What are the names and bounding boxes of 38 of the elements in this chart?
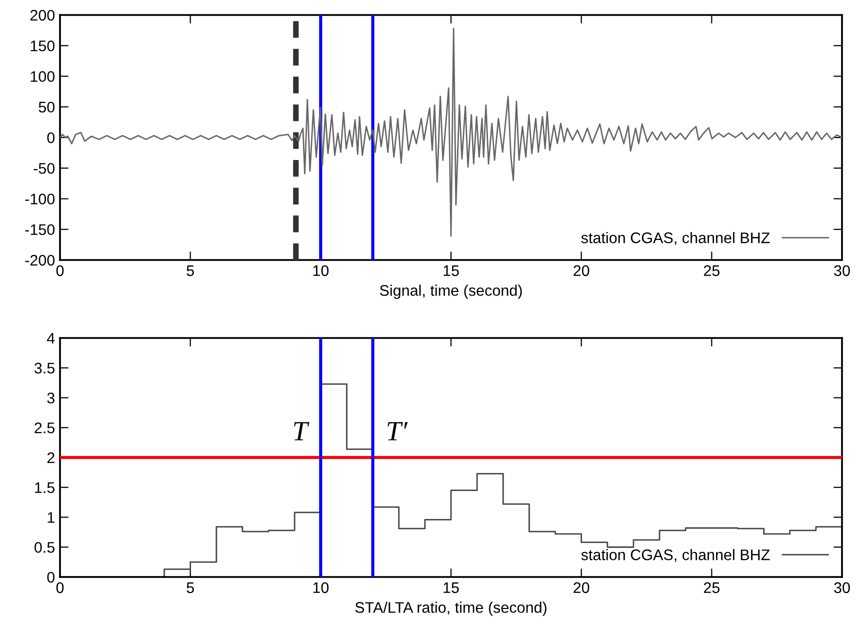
y-tick-label: 150 xyxy=(30,40,55,52)
y-tick-label: 0 xyxy=(47,572,55,583)
x-tick-label: 30 xyxy=(834,582,850,594)
x-tick-label: 15 xyxy=(444,265,459,276)
y-tick-label: 2 xyxy=(47,452,54,464)
legend-label: station CGAS, channel BHZ xyxy=(581,549,770,562)
x-tick-label: 20 xyxy=(574,265,590,276)
x-axis-title: Signal, time (second) xyxy=(380,284,522,299)
y-tick-label: -200 xyxy=(25,254,55,266)
x-tick-label: 15 xyxy=(444,582,459,594)
x-tick-label: 20 xyxy=(574,582,590,594)
x-tick-label: 10 xyxy=(313,265,329,276)
y-tick-label: 1 xyxy=(48,512,54,523)
y-tick-label: -100 xyxy=(25,194,55,204)
y-tick-label: 0 xyxy=(47,132,55,144)
y-tick-label: 200 xyxy=(30,10,55,21)
annotation: T′ xyxy=(388,422,408,440)
x-tick-label: 0 xyxy=(56,265,64,276)
y-tick-label: 100 xyxy=(30,71,55,82)
y-tick-label: 0.5 xyxy=(34,542,54,553)
y-tick-label: 3.5 xyxy=(34,362,54,374)
x-tick-label: 10 xyxy=(313,582,329,594)
x-tick-label: 30 xyxy=(834,265,850,276)
y-tick-label: 2.5 xyxy=(34,422,54,434)
legend-label: station CGAS, channel BHZ xyxy=(581,232,770,246)
y-tick-label: -50 xyxy=(34,162,55,174)
y-tick-label: -150 xyxy=(25,224,55,236)
x-tick-label: 5 xyxy=(186,582,194,594)
x-tick-label: 25 xyxy=(704,265,720,276)
annotation: T xyxy=(294,422,310,440)
x-tick-label: 5 xyxy=(186,265,194,276)
y-tick-label: 4 xyxy=(46,333,55,344)
x-tick-label: 25 xyxy=(704,582,720,594)
x-axis-title: STA/LTA ratio, time (second) xyxy=(355,602,546,616)
y-tick-label: 3 xyxy=(47,392,54,404)
y-tick-label: 1.5 xyxy=(35,482,54,494)
y-tick-label: 50 xyxy=(38,102,55,113)
x-tick-label: 0 xyxy=(56,582,64,594)
